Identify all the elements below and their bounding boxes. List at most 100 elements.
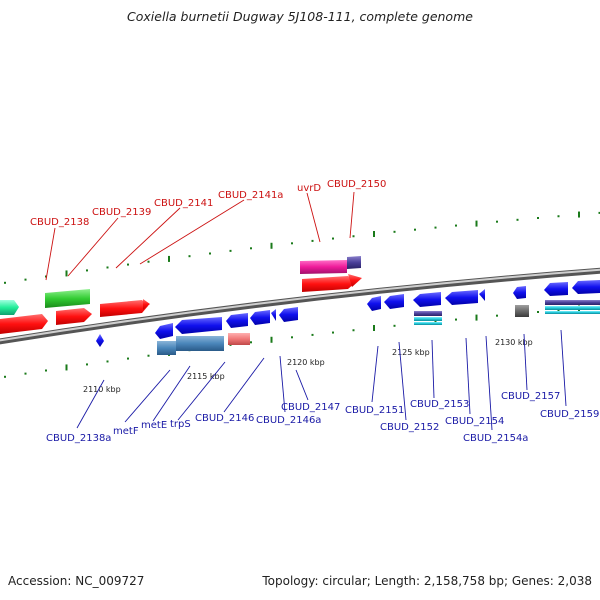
gene-label: CBUD_2146a (256, 415, 321, 426)
gene-label: CBUD_2153 (410, 399, 469, 410)
genome-backbone-highlight (0, 268, 600, 342)
ring-tick (127, 263, 129, 266)
gene-cyan (414, 322, 442, 325)
ring-tick (393, 324, 396, 327)
gene-label: CBUD_2138 (30, 217, 89, 228)
ring-tick (311, 239, 314, 242)
gene-label: CBUD_2150 (327, 179, 386, 190)
reverse-strand-genes (96, 280, 600, 355)
ring-tick (475, 220, 478, 227)
gene-label: CBUD_2139 (92, 207, 151, 218)
ring-tick (168, 255, 170, 262)
ring-tick (291, 336, 293, 339)
gene-blue (572, 280, 600, 294)
ring-tick (393, 230, 396, 233)
gene-blue (513, 286, 526, 299)
ring-tick (434, 320, 437, 323)
gene-purple (545, 300, 600, 305)
ring-tick (311, 333, 314, 336)
outer-dotted-ring (4, 211, 600, 284)
gene-red-small (143, 299, 150, 310)
ring-tick (557, 215, 560, 218)
ring-tick (106, 360, 109, 363)
accession-label: Accession: NC_009727 (8, 574, 145, 588)
top-label-leaders (45, 191, 355, 281)
gene-blue (413, 292, 441, 307)
ring-tick (4, 375, 6, 378)
genome-title: Coxiella burnetii Dugway 5J108-111, comp… (127, 9, 473, 24)
tick-label: 2125 kbp (392, 348, 430, 357)
gene-red (302, 276, 356, 292)
bottom-gene-labels: CBUD_2138a metF metE trpS CBUD_2146 CBUD… (46, 391, 599, 444)
ring-tick (455, 318, 457, 321)
top-gene-labels: CBUD_2138 CBUD_2139 CBUD_2141 CBUD_2141a… (30, 179, 386, 228)
ring-tick (270, 336, 273, 343)
bottom-label-leaders (76, 329, 567, 431)
gene-blue (384, 294, 404, 309)
gene-label: trpS (170, 419, 191, 430)
gene-blue (155, 323, 173, 339)
gene-blue (96, 334, 104, 347)
gene-green (45, 289, 90, 308)
ring-tick (332, 331, 334, 334)
gene-steelblue (176, 336, 224, 351)
gene-label: CBUD_2151 (345, 405, 404, 416)
gene-label: metE (141, 420, 167, 431)
ring-tick (270, 242, 273, 249)
ring-tick (250, 247, 252, 250)
ring-tick (434, 226, 437, 229)
ring-tick (229, 249, 232, 252)
gene-label: CBUD_2147 (281, 402, 340, 413)
ring-tick (496, 314, 498, 317)
tick-label: 2120 kbp (287, 358, 325, 367)
genome-backbone (0, 267, 600, 345)
gene-blue (279, 307, 298, 322)
gene-label: uvrD (297, 183, 321, 194)
ring-tick (496, 220, 498, 223)
ring-tick (250, 341, 252, 344)
ring-tick (147, 354, 150, 357)
ring-tick (45, 369, 47, 372)
ring-tick (65, 270, 68, 277)
ring-tick (106, 266, 109, 269)
gene-blue (367, 296, 381, 311)
ring-tick (86, 269, 88, 272)
gene-red (100, 300, 148, 317)
gene-label: CBUD_2138a (46, 433, 111, 444)
gene-label: CBUD_2141 (154, 198, 213, 209)
ring-tick (291, 242, 293, 245)
gene-cyan (414, 317, 442, 321)
ring-tick (4, 281, 6, 284)
gene-label: CBUD_2146 (195, 413, 254, 424)
ring-tick (557, 309, 560, 312)
ring-tick (475, 314, 478, 321)
ring-tick (24, 372, 27, 375)
gene-pink (300, 260, 347, 274)
gene-label: CBUD_2154a (463, 433, 528, 444)
ring-tick (516, 218, 519, 221)
gene-label: CBUD_2157 (501, 391, 560, 402)
genome-summary: Topology: circular; Length: 2,158,758 bp… (262, 574, 592, 588)
ring-tick (45, 275, 47, 278)
gene-label: CBUD_2152 (380, 422, 439, 433)
gene-label: CBUD_2154 (445, 416, 504, 427)
gene-purple (414, 311, 442, 316)
ring-tick (127, 357, 129, 360)
ring-tick (598, 211, 600, 214)
gene-blue (226, 313, 248, 328)
ring-tick (352, 235, 355, 238)
gene-salmon (228, 333, 250, 345)
gene-label: CBUD_2159 (540, 409, 599, 420)
ring-tick (414, 228, 416, 231)
tick-label: 2115 kbp (187, 372, 225, 381)
ring-tick (578, 211, 580, 218)
gene-red (56, 308, 92, 325)
ring-tick (24, 278, 27, 281)
ring-tick (188, 255, 191, 258)
gene-label: metF (113, 426, 139, 437)
coordinate-ticks: 2110 kbp 2115 kbp 2120 kbp 2125 kbp 2130… (83, 338, 533, 394)
gene-blue (445, 290, 478, 305)
ring-tick (209, 252, 211, 255)
